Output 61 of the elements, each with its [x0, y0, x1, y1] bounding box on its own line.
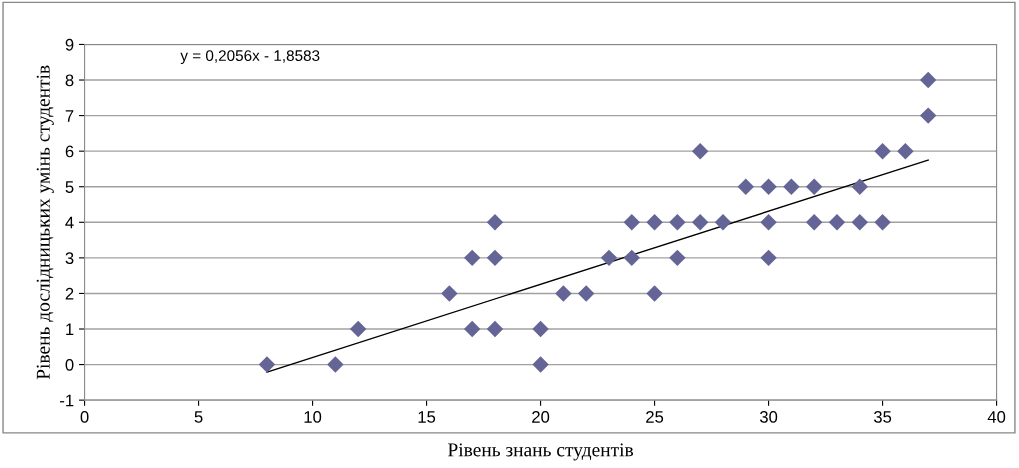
y-tick-label: 4 — [65, 216, 74, 229]
point — [714, 214, 732, 231]
y-tick-label: 8 — [65, 74, 74, 87]
y-tick-label: 2 — [65, 287, 74, 300]
point — [555, 285, 572, 302]
point — [532, 356, 549, 373]
y-tick-label: 7 — [65, 110, 74, 122]
x-tick-label: 0 — [80, 411, 89, 423]
point — [258, 356, 276, 373]
x-tick-label: 35 — [873, 411, 892, 423]
point — [691, 142, 709, 160]
point — [874, 214, 891, 231]
y-tick-label: 6 — [65, 145, 74, 158]
point — [327, 356, 344, 373]
point — [760, 249, 777, 267]
point — [486, 214, 504, 231]
point — [919, 71, 937, 89]
x-tick-label: 20 — [532, 411, 550, 423]
x-tick-label: 25 — [646, 411, 664, 423]
point — [851, 178, 868, 195]
annotation: y = 0,2056x - 1,8583 — [180, 50, 320, 65]
point — [897, 142, 914, 160]
x-axis-title: Рівень знань студентів — [448, 443, 634, 461]
point — [577, 285, 595, 302]
x-tick-label: 10 — [304, 411, 322, 423]
point — [441, 285, 458, 302]
point — [486, 320, 504, 338]
point — [532, 320, 549, 338]
point — [737, 178, 754, 195]
point — [805, 214, 823, 231]
point — [623, 249, 640, 267]
point — [874, 142, 891, 160]
y-tick-label: -1 — [60, 394, 74, 407]
point — [600, 249, 618, 267]
y-tick-label: 9 — [65, 38, 74, 51]
point — [486, 249, 504, 267]
point — [669, 249, 686, 267]
x-tick-label: 15 — [418, 411, 436, 423]
y-tick-label: 1 — [66, 323, 74, 336]
point — [851, 214, 868, 231]
point — [805, 178, 823, 195]
x-tick-label: 5 — [194, 411, 203, 423]
point — [691, 214, 709, 231]
point — [669, 214, 686, 231]
x-tick-label: 30 — [759, 411, 778, 423]
point — [828, 214, 846, 231]
y-tick-label: 5 — [65, 181, 74, 193]
y-tick-label: 3 — [65, 252, 74, 265]
point — [919, 107, 937, 124]
y-axis-title: Рівень дослідницьких умінь студентів — [36, 65, 54, 380]
x-tick-label: 40 — [987, 411, 1006, 423]
point — [760, 178, 777, 195]
point — [349, 320, 367, 338]
point — [646, 285, 663, 302]
point — [646, 214, 663, 231]
point — [623, 214, 640, 231]
point — [760, 214, 777, 231]
point — [783, 178, 800, 195]
y-tick-label: 0 — [65, 358, 74, 371]
point — [463, 249, 481, 267]
point — [463, 320, 481, 338]
